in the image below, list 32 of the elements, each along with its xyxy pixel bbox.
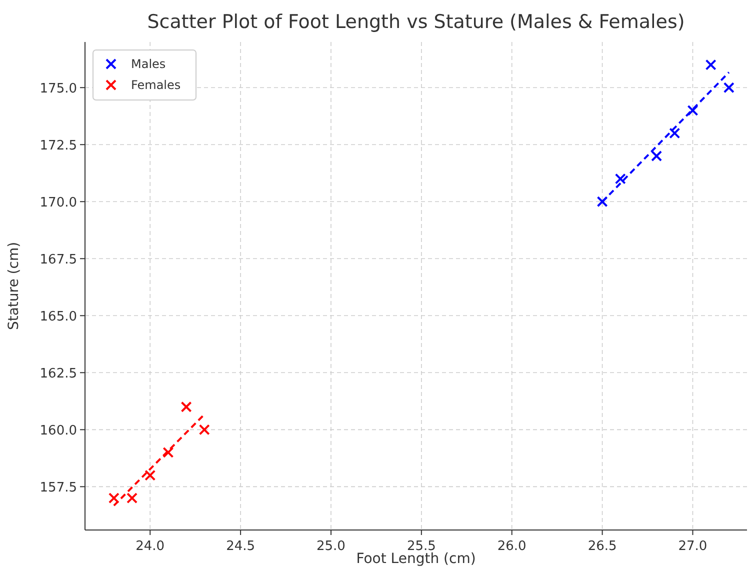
- point: [669, 128, 680, 139]
- point: [162, 446, 174, 458]
- point: [687, 104, 698, 116]
- legend-label: Males: [131, 57, 166, 71]
- x-tick-label: 26.5: [588, 539, 617, 554]
- point: [144, 470, 156, 481]
- point: [180, 401, 192, 412]
- y-tick-label: 162.5: [40, 366, 77, 382]
- x-axis-title: Foot Length (cm): [356, 551, 476, 567]
- y-tick-label: 172.5: [40, 138, 77, 154]
- x-tick-label: 24.0: [136, 539, 165, 554]
- point: [705, 59, 716, 70]
- y-tick-label: 160.0: [40, 424, 77, 439]
- y-tick-label: 170.0: [40, 196, 77, 211]
- chart-title: Scatter Plot of Foot Length vs Stature (Males & Females): [147, 11, 685, 33]
- point: [596, 196, 608, 208]
- x-tick-label: 24.5: [226, 539, 256, 554]
- point: [723, 82, 734, 94]
- point: [126, 492, 138, 504]
- point: [651, 150, 662, 162]
- y-axis-title: Stature (cm): [6, 242, 22, 330]
- legend-label: Females: [131, 78, 181, 92]
- point: [614, 173, 626, 184]
- y-tick-label: 175.0: [40, 82, 77, 97]
- point: [198, 424, 210, 436]
- x-tick-label: 25.0: [316, 539, 346, 554]
- point: [108, 492, 120, 504]
- x-tick-label: 27.0: [678, 539, 708, 554]
- y-tick-label: 157.5: [40, 480, 77, 496]
- x-tick-label: 26.0: [497, 539, 526, 554]
- y-tick-label: 167.5: [40, 252, 77, 268]
- y-tick-label: 165.0: [40, 310, 77, 325]
